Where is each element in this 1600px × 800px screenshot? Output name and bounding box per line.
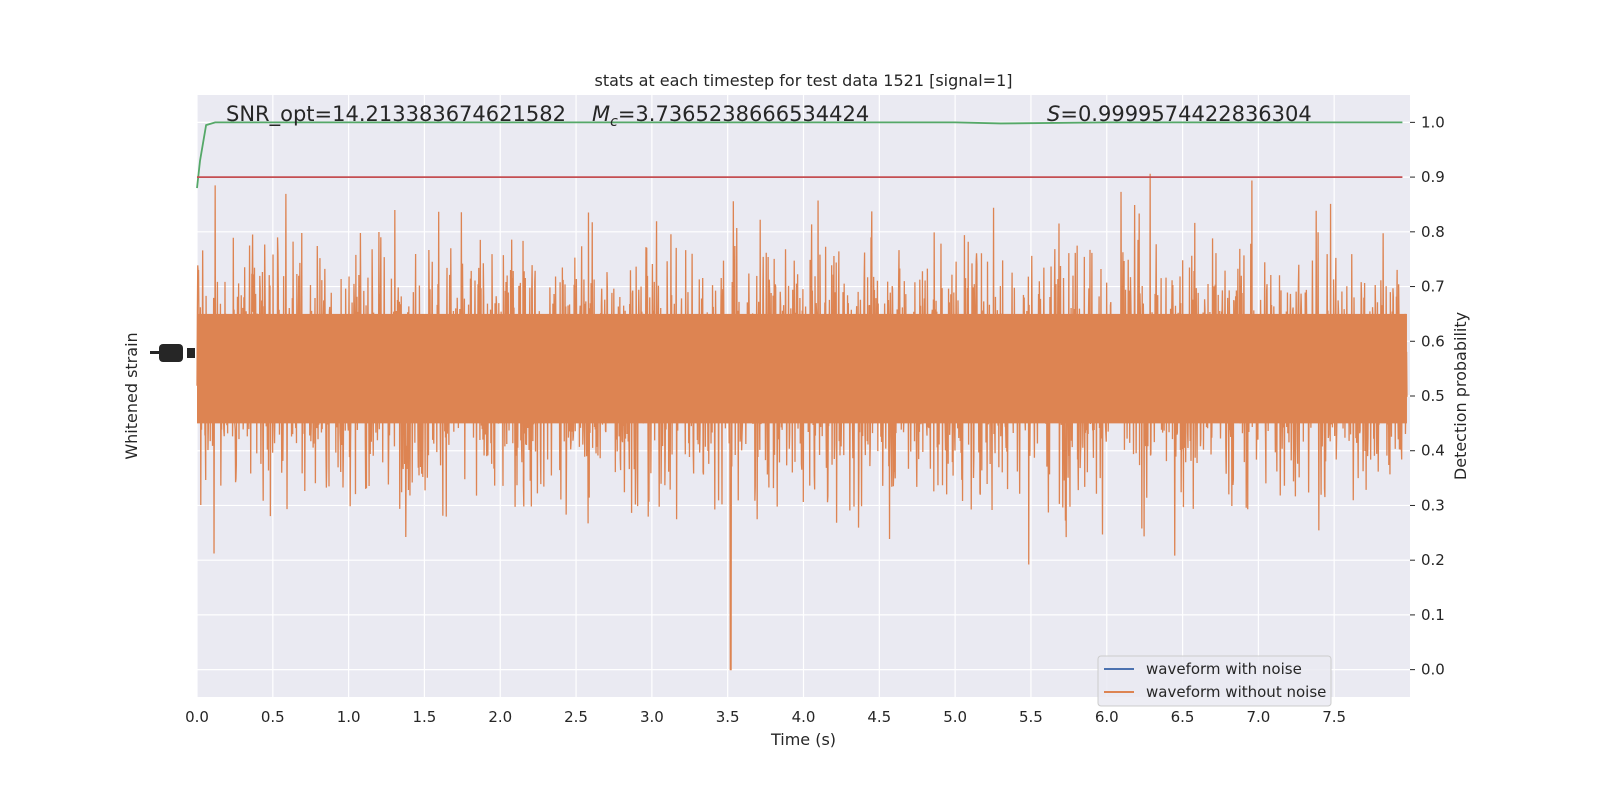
x-tick-label: 1.0 xyxy=(337,708,361,726)
left-axis-tick-clutter xyxy=(150,344,195,362)
x-tick-label: 4.5 xyxy=(867,708,891,726)
y-tick-label: 0.7 xyxy=(1421,278,1445,296)
legend: waveform with noise waveform without noi… xyxy=(1097,655,1332,707)
y-tick-label: 0.0 xyxy=(1421,661,1445,679)
x-tick-label: 1.5 xyxy=(413,708,437,726)
chart-title: stats at each timestep for test data 152… xyxy=(594,71,1012,90)
y-axis-left-label: Whitened strain xyxy=(122,332,141,459)
y-axis-right-label: Detection probability xyxy=(1451,312,1470,480)
x-tick-label: 5.0 xyxy=(943,708,967,726)
x-tick-label: 3.0 xyxy=(640,708,664,726)
y-tick-label: 0.5 xyxy=(1421,387,1445,405)
x-tick-label: 6.5 xyxy=(1171,708,1195,726)
x-tick-label: 5.5 xyxy=(1019,708,1043,726)
x-tick-label: 0.0 xyxy=(185,708,209,726)
mc-symbol: M xyxy=(592,102,610,126)
x-tick-label: 2.0 xyxy=(488,708,512,726)
y-tick-label: 0.6 xyxy=(1421,332,1445,350)
y-axis-right-ticks: 0.0 0.1 0.2 0.3 0.4 0.5 0.6 0.7 0.8 0.9 1.0 xyxy=(1410,113,1445,679)
waveform-core-band xyxy=(197,313,1407,424)
x-tick-label: 3.5 xyxy=(716,708,740,726)
legend-box xyxy=(1097,655,1332,707)
x-tick-label: 0.5 xyxy=(261,708,285,726)
clutter-mark xyxy=(187,348,195,358)
annotation-chirp-mass: Mc=3.7365238666534424 xyxy=(592,102,869,130)
y-tick-label: 0.9 xyxy=(1421,168,1445,186)
y-tick-label: 0.3 xyxy=(1421,496,1445,514)
x-tick-label: 2.5 xyxy=(564,708,588,726)
x-tick-label: 4.0 xyxy=(792,708,816,726)
y-tick-label: 0.4 xyxy=(1421,442,1445,460)
x-tick-label: 7.5 xyxy=(1322,708,1346,726)
mc-subscript: c xyxy=(610,114,618,130)
x-tick-label: 7.0 xyxy=(1246,708,1270,726)
clutter-mark xyxy=(150,351,164,354)
y-tick-label: 0.2 xyxy=(1421,551,1445,569)
annotation-snr: SNR_opt=14.213383674621582 xyxy=(226,102,566,127)
legend-label-without-noise: waveform without noise xyxy=(1146,683,1326,701)
clutter-mark xyxy=(159,344,183,362)
y-tick-label: 1.0 xyxy=(1421,113,1445,131)
legend-label-with-noise: waveform with noise xyxy=(1146,660,1302,678)
mc-value: =3.7365238666534424 xyxy=(618,102,869,126)
series-lines xyxy=(196,121,1403,189)
x-axis-ticks: 0.0 0.5 1.0 1.5 2.0 2.5 3.0 3.5 4.0 4.5 5.0 5.5 6.0 6… xyxy=(185,708,1346,726)
s-symbol: S xyxy=(1047,102,1060,126)
y-tick-label: 0.1 xyxy=(1421,606,1445,624)
annotation-score: S=0.9999574422836304 xyxy=(1047,102,1312,126)
detection-probability-line xyxy=(196,121,1403,189)
x-tick-label: 6.0 xyxy=(1095,708,1119,726)
y-tick-label: 0.8 xyxy=(1421,223,1445,241)
series-waveform-without-noise xyxy=(196,173,1408,671)
x-axis-label: Time (s) xyxy=(770,730,836,749)
s-value: =0.9999574422836304 xyxy=(1060,102,1311,126)
